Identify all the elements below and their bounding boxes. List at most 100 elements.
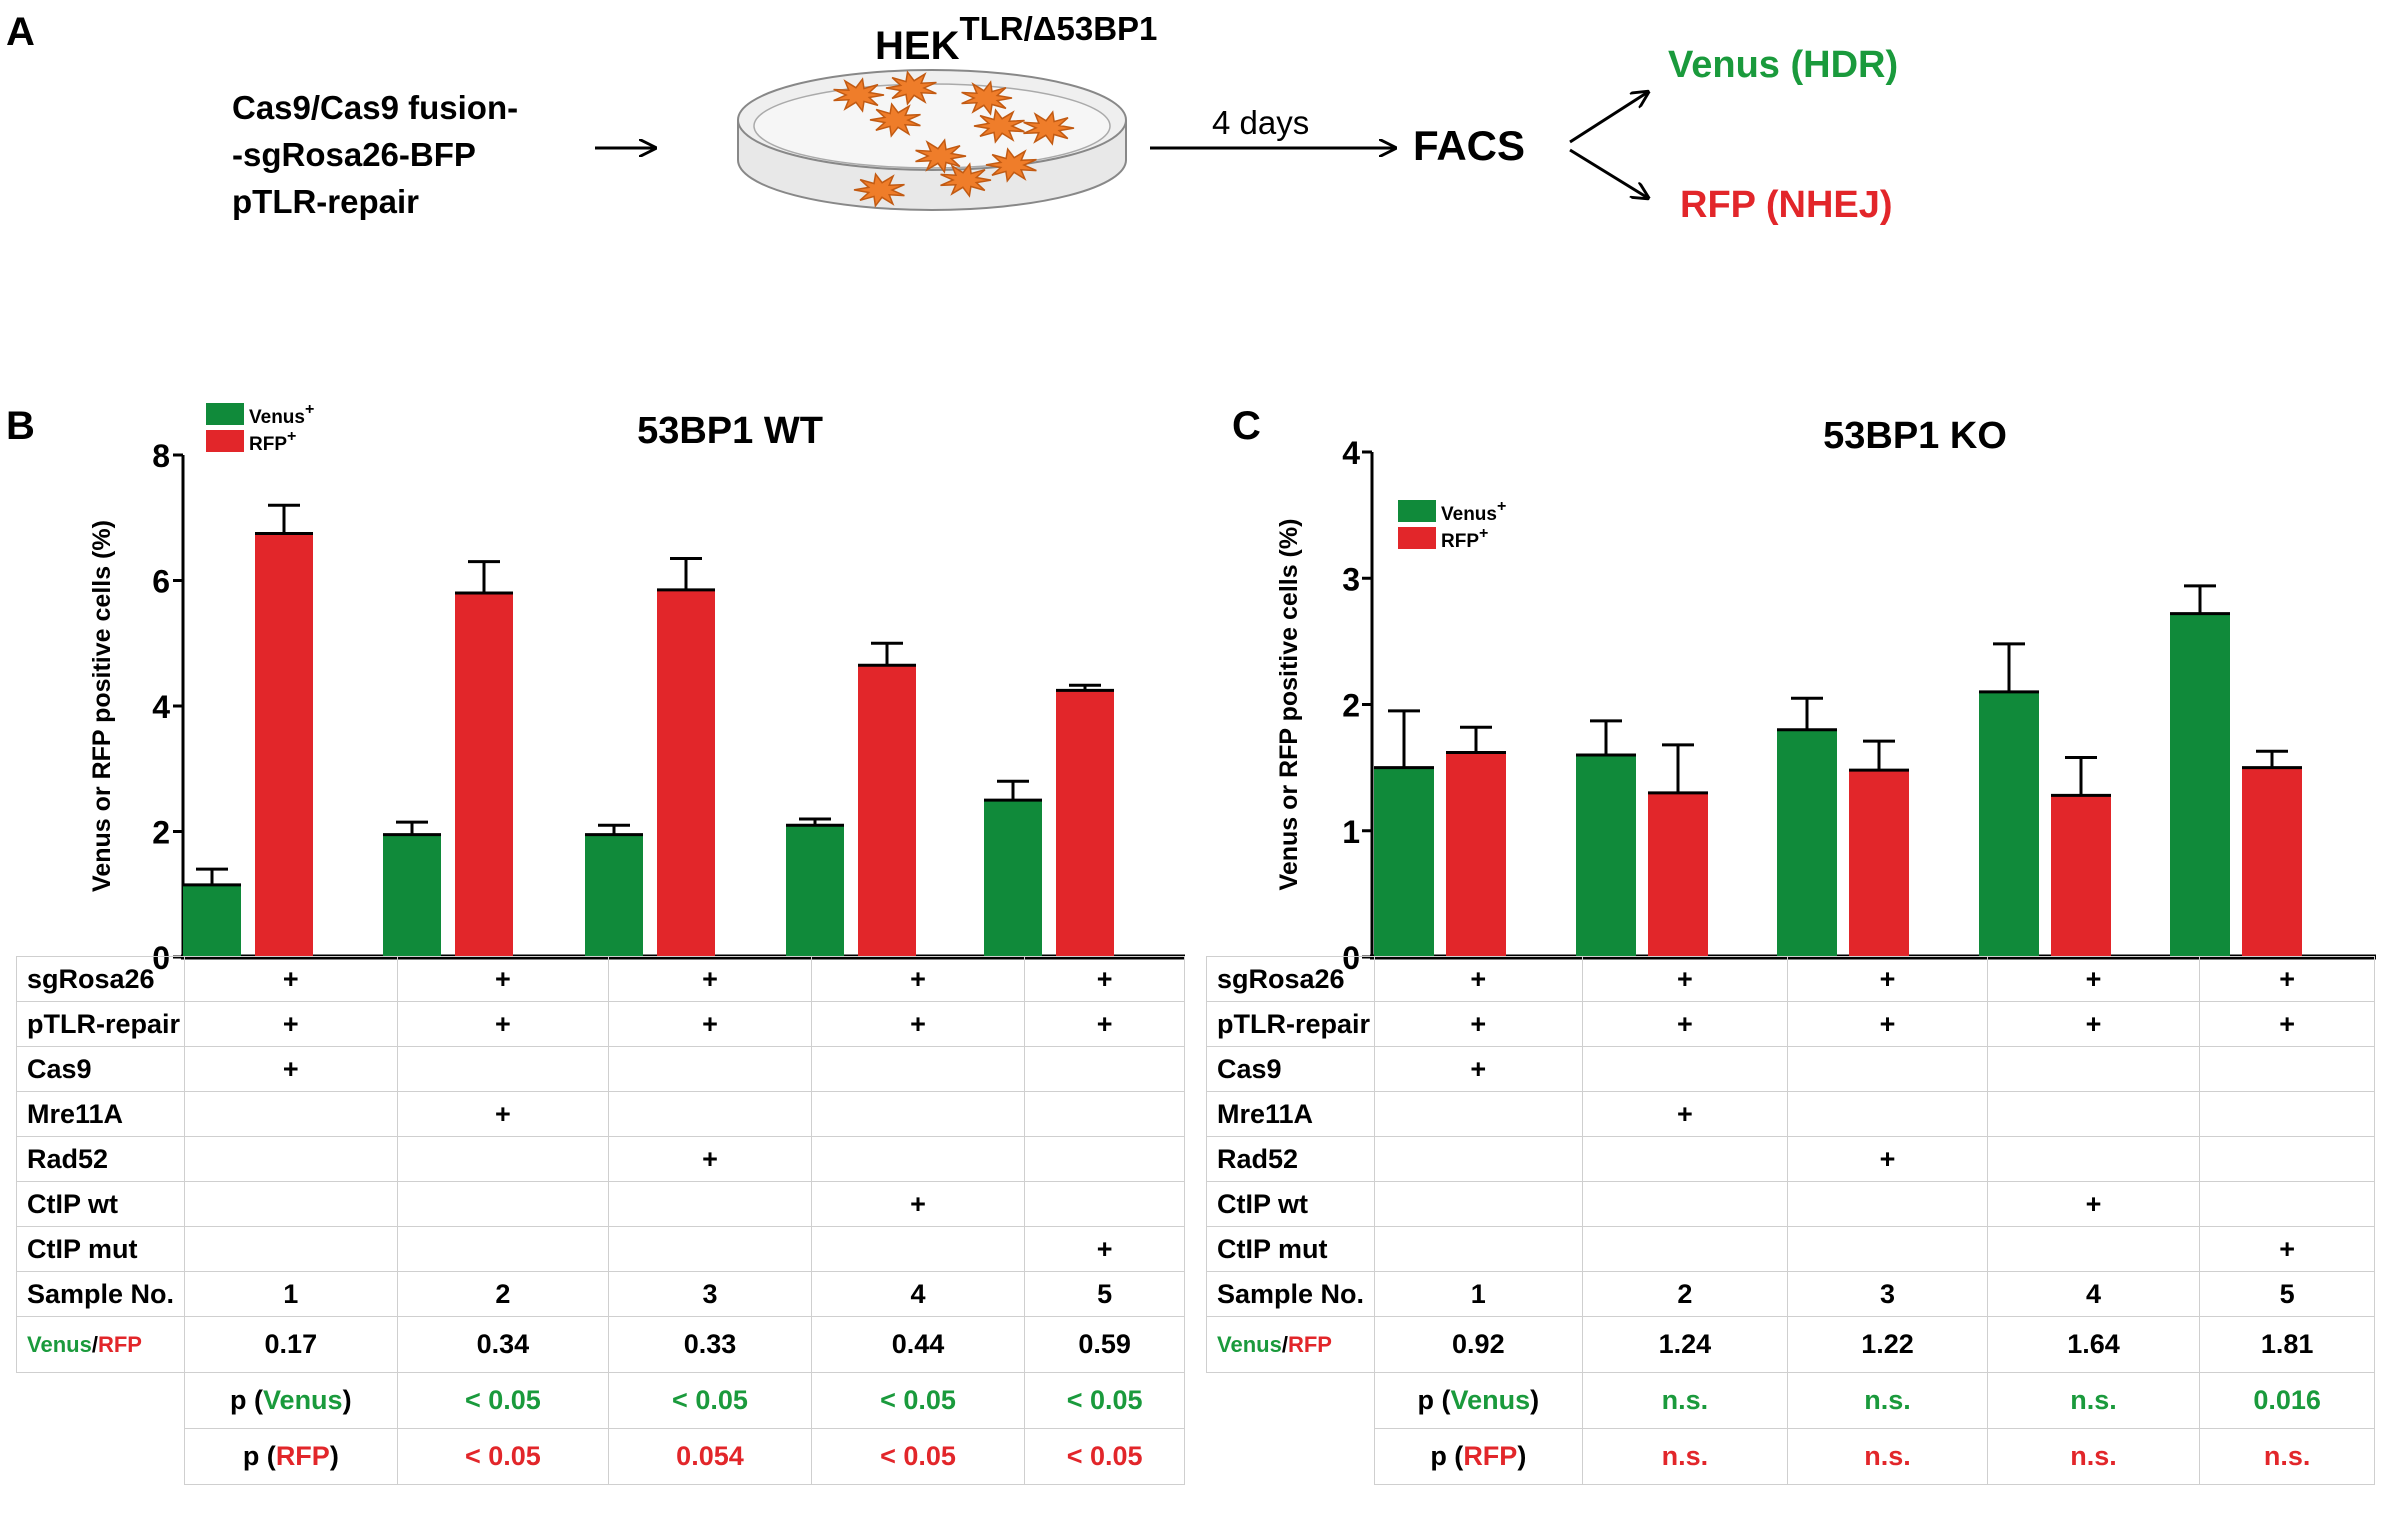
incubation-label: 4 days xyxy=(1212,104,1310,141)
spacer-cell xyxy=(2375,1047,2376,1092)
venus-bar-1 xyxy=(183,884,241,957)
table-cell xyxy=(608,1091,812,1137)
p-rfp-value: n.s. xyxy=(1787,1428,1988,1485)
venus-bar-4 xyxy=(1979,691,2039,957)
p-venus-value: < 0.05 xyxy=(810,1372,1026,1429)
table-cell: + xyxy=(183,1046,398,1092)
venus-bar-5 xyxy=(984,800,1042,957)
table-cell: + xyxy=(1986,1181,2201,1227)
table-row: sgRosa26 + + + + + xyxy=(1206,956,2376,1002)
table-row: Mre11A + xyxy=(1206,1091,2376,1137)
ratio-row-label: Venus/RFP xyxy=(16,1316,185,1373)
p-rfp-value: n.s. xyxy=(2199,1428,2375,1485)
table-cell: + xyxy=(1986,956,2201,1002)
panel-b-letter: B xyxy=(6,404,35,448)
p-suffix: ) xyxy=(329,1441,339,1471)
table-cell: + xyxy=(396,956,610,1002)
legend-swatch xyxy=(206,403,244,425)
table-cell: + xyxy=(396,1091,610,1137)
venus-bar-2 xyxy=(383,834,441,957)
row-label: CtIP mut xyxy=(1206,1226,1375,1272)
p-venus-value: < 0.05 xyxy=(1024,1372,1185,1429)
table-cell: + xyxy=(1024,956,1185,1002)
legend-label: RFP+ xyxy=(249,428,296,455)
table-cell xyxy=(1787,1181,1988,1227)
workflow-input-1: Cas9/Cas9 fusion- xyxy=(232,89,519,126)
cell-icon-3 xyxy=(961,80,1013,116)
p-venus-value: < 0.05 xyxy=(396,1372,610,1429)
row-label: Sample No. xyxy=(1206,1271,1375,1317)
table-row: CtIP mut + xyxy=(1206,1226,2376,1272)
venus-bar-3 xyxy=(1777,729,1837,957)
table-cell xyxy=(810,1136,1026,1182)
condition-table-b: sgRosa26 + + + + + pTLR-repair + + + + + Cas9 + Mre11A… xyxy=(16,956,1186,1485)
table-cell xyxy=(810,1226,1026,1272)
p-rfp-name: RFP xyxy=(275,1441,330,1471)
ratio-value: 0.34 xyxy=(396,1316,610,1373)
legend-label: Venus+ xyxy=(1441,498,1506,525)
p-venus-value: < 0.05 xyxy=(608,1372,812,1429)
p-suffix: ) xyxy=(1517,1441,1527,1471)
table-cell: 1 xyxy=(183,1271,398,1317)
table-cell: + xyxy=(2199,956,2375,1002)
table-cell xyxy=(1373,1181,1583,1227)
spacer-cell xyxy=(17,1429,185,1485)
table-row: CtIP wt + xyxy=(1206,1181,2376,1227)
row-label: Cas9 xyxy=(1206,1046,1375,1092)
legend-swatch xyxy=(206,430,244,452)
table-cell: + xyxy=(1373,1046,1583,1092)
ratio-label-venus: Venus xyxy=(27,1331,92,1357)
cell-icon-8 xyxy=(985,147,1037,183)
table-cell: + xyxy=(1373,956,1583,1002)
ratio-label-rfp: RFP xyxy=(97,1331,142,1357)
table-cell: + xyxy=(1024,1001,1185,1047)
table-cell: + xyxy=(183,1001,398,1047)
table-cell: 5 xyxy=(2199,1271,2375,1317)
p-suffix: ) xyxy=(1530,1385,1540,1415)
p-rfp-value: < 0.05 xyxy=(1024,1428,1185,1485)
row-label: CtIP wt xyxy=(16,1181,185,1227)
spacer-cell xyxy=(2375,1317,2376,1373)
cell-icon-4 xyxy=(973,108,1025,144)
spacer-cell xyxy=(1185,1317,1186,1373)
p-rfp-name: RFP xyxy=(1463,1441,1518,1471)
cell-icon-9 xyxy=(1023,110,1075,146)
ratio-value: 0.33 xyxy=(608,1316,812,1373)
p-venus-row: p (Venus) < 0.05 < 0.05 < 0.05 < 0.05 xyxy=(17,1372,1186,1429)
table-cell xyxy=(396,1046,610,1092)
ratio-row: Venus/RFP 0.92 1.24 1.22 1.64 1.81 xyxy=(1206,1316,2376,1373)
row-label: pTLR-repair xyxy=(16,1001,185,1047)
table-cell xyxy=(1581,1136,1789,1182)
table-cell xyxy=(1373,1136,1583,1182)
table-cell xyxy=(608,1046,812,1092)
table-cell xyxy=(1581,1181,1789,1227)
y-tick-label: 8 xyxy=(152,438,170,474)
table-cell: + xyxy=(608,1136,812,1182)
venus-bar-5 xyxy=(2170,613,2230,957)
venus-bar-4 xyxy=(786,825,844,957)
table-cell xyxy=(1581,1046,1789,1092)
spacer-cell xyxy=(1185,1002,1186,1047)
spacer-cell xyxy=(1185,957,1186,1002)
table-cell: + xyxy=(2199,1001,2375,1047)
spacer-cell xyxy=(1207,1373,1375,1429)
p-venus-name: Venus xyxy=(1450,1385,1531,1415)
table-cell: 5 xyxy=(1024,1271,1185,1317)
table-cell xyxy=(2199,1136,2375,1182)
table-cell xyxy=(1986,1091,2201,1137)
spacer-cell xyxy=(2375,1092,2376,1137)
table-cell xyxy=(1581,1226,1789,1272)
table-row: Sample No. 1 2 3 4 5 xyxy=(1206,1271,2376,1317)
spacer-cell xyxy=(2375,1227,2376,1272)
spacer-cell xyxy=(1185,1137,1186,1182)
y-tick-label: 4 xyxy=(1342,435,1360,471)
p-rfp-label: p (RFP) xyxy=(1373,1428,1583,1485)
cell-cluster-icon xyxy=(833,70,1075,208)
cell-icon-1 xyxy=(833,77,885,113)
table-row: pTLR-repair + + + + + xyxy=(16,1001,1186,1047)
cell-line-label: HEKTLR/Δ53BP1 xyxy=(875,10,1157,69)
arrow-to-venus xyxy=(1569,92,1648,144)
table-cell xyxy=(1787,1046,1988,1092)
rfp-bar-5 xyxy=(1056,690,1114,957)
table-cell xyxy=(396,1136,610,1182)
